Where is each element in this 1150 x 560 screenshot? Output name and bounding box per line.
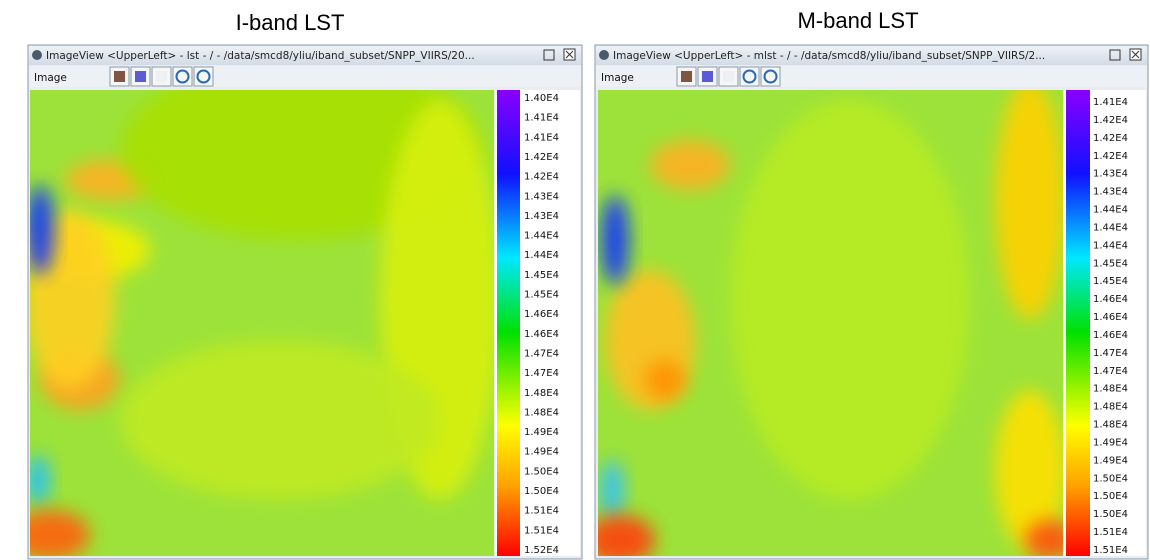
close-x (1131, 50, 1140, 59)
title-bar (596, 46, 1147, 65)
image-region (598, 515, 655, 556)
image-view-panel: I-band LST ImageView <UpperLeft> - lst - … (27, 10, 583, 560)
colorbar-label: 1.41E4 (524, 132, 559, 143)
colorbar-label: 1.43E4 (524, 191, 559, 202)
image-region (1025, 520, 1063, 556)
image-region (30, 455, 50, 505)
colorbar-label: 1.41E4 (524, 113, 559, 124)
colorbar-label: 1.47E4 (1093, 348, 1128, 359)
colorbar-label: 1.42E4 (1093, 115, 1128, 126)
image-region (995, 90, 1063, 320)
colorbar-label: 1.44E4 (524, 231, 559, 242)
toolbar-icon (135, 71, 146, 82)
colorbar-label: 1.52E4 (524, 545, 559, 556)
image-region (30, 510, 90, 556)
colorbar-label: 1.45E4 (524, 290, 559, 301)
colorbar (1066, 90, 1090, 556)
colorbar-label: 1.46E4 (524, 309, 559, 320)
app-icon (599, 50, 609, 60)
toolbar-button[interactable] (151, 66, 172, 87)
colorbar-label: 1.48E4 (1093, 384, 1128, 395)
maximize-button[interactable] (543, 49, 555, 61)
toolbar-button[interactable] (718, 66, 739, 87)
toolbar-icon (681, 71, 692, 82)
menu-item[interactable]: Image (601, 72, 634, 84)
colorbar-label: 1.42E4 (1093, 133, 1128, 144)
close-x (565, 50, 574, 59)
lst-image (598, 90, 1063, 556)
toolbar-icon (175, 69, 190, 84)
colorbar-label: 1.46E4 (524, 329, 559, 340)
colorbar-label: 1.41E4 (1093, 97, 1128, 108)
toolbar-icon (702, 71, 713, 82)
colorbar-label: 1.49E4 (1093, 437, 1128, 448)
maximize-button[interactable] (1109, 49, 1121, 61)
colorbar-label: 1.49E4 (524, 427, 559, 438)
toolbar-icon (156, 71, 167, 82)
image-region (30, 185, 54, 275)
colorbar-label: 1.48E4 (524, 388, 559, 399)
colorbar-label: 1.49E4 (524, 447, 559, 458)
colorbar (497, 90, 520, 556)
colorbar-label: 1.47E4 (1093, 366, 1128, 377)
image-region (601, 195, 629, 285)
image-region (645, 360, 685, 400)
image-region (995, 390, 1063, 550)
colorbar-label: 1.50E4 (1093, 473, 1128, 484)
colorbar-label: 1.48E4 (1093, 402, 1128, 413)
colorbar-label: 1.46E4 (1093, 330, 1128, 341)
colorbar-label: 1.42E4 (1093, 151, 1128, 162)
toolbar-icon (742, 69, 757, 84)
colorbar-label: 1.44E4 (1093, 205, 1128, 216)
toolbar-icon (196, 69, 211, 84)
colorbar-label: 1.44E4 (1093, 240, 1128, 251)
colorbar-label: 1.43E4 (1093, 187, 1128, 198)
colorbar-label: 1.51E4 (1093, 527, 1128, 538)
colorbar-label: 1.48E4 (1093, 420, 1128, 431)
colorbar-label: 1.50E4 (1093, 491, 1128, 502)
image-region (600, 460, 624, 520)
image-region (120, 340, 440, 500)
colorbar-label: 1.46E4 (1093, 312, 1128, 323)
app-icon (32, 50, 42, 60)
colorbar-label: 1.43E4 (524, 211, 559, 222)
colorbar-label: 1.42E4 (524, 172, 559, 183)
title-bar (29, 46, 581, 65)
lst-image (30, 90, 494, 556)
colorbar-label: 1.45E4 (1093, 276, 1128, 287)
colorbar-label: 1.44E4 (1093, 222, 1128, 233)
toolbar-icon (723, 71, 734, 82)
colorbar-label: 1.51E4 (524, 525, 559, 536)
colorbar-label: 1.43E4 (1093, 169, 1128, 180)
colorbar-label: 1.51E4 (1093, 545, 1128, 556)
panel-heading: M-band LST (797, 8, 918, 33)
colorbar-label: 1.42E4 (524, 152, 559, 163)
colorbar-label: 1.51E4 (524, 506, 559, 517)
colorbar-label: 1.48E4 (524, 407, 559, 418)
window-title: ImageView <UpperLeft> - mlst - / - /data… (613, 50, 1045, 62)
toolbar-icon (114, 71, 125, 82)
image-region (730, 100, 970, 500)
colorbar-label: 1.47E4 (524, 368, 559, 379)
colorbar-label: 1.50E4 (524, 466, 559, 477)
colorbar-label: 1.45E4 (1093, 258, 1128, 269)
panel-heading: I-band LST (236, 10, 345, 35)
colorbar-label: 1.45E4 (524, 270, 559, 281)
menu-item[interactable]: Image (34, 72, 67, 84)
image-region (650, 140, 730, 190)
colorbar-label: 1.44E4 (524, 250, 559, 261)
colorbar-label: 1.49E4 (1093, 455, 1128, 466)
colorbar-label: 1.50E4 (1093, 509, 1128, 520)
window-title: ImageView <UpperLeft> - lst - / - /data/… (46, 50, 475, 62)
colorbar-label: 1.47E4 (524, 348, 559, 359)
colorbar-label: 1.50E4 (524, 486, 559, 497)
image-view-panel: M-band LST ImageView <UpperLeft> - mlst -… (594, 8, 1149, 560)
colorbar-label: 1.40E4 (524, 93, 559, 104)
colorbar-label: 1.46E4 (1093, 294, 1128, 305)
toolbar-icon (763, 69, 778, 84)
